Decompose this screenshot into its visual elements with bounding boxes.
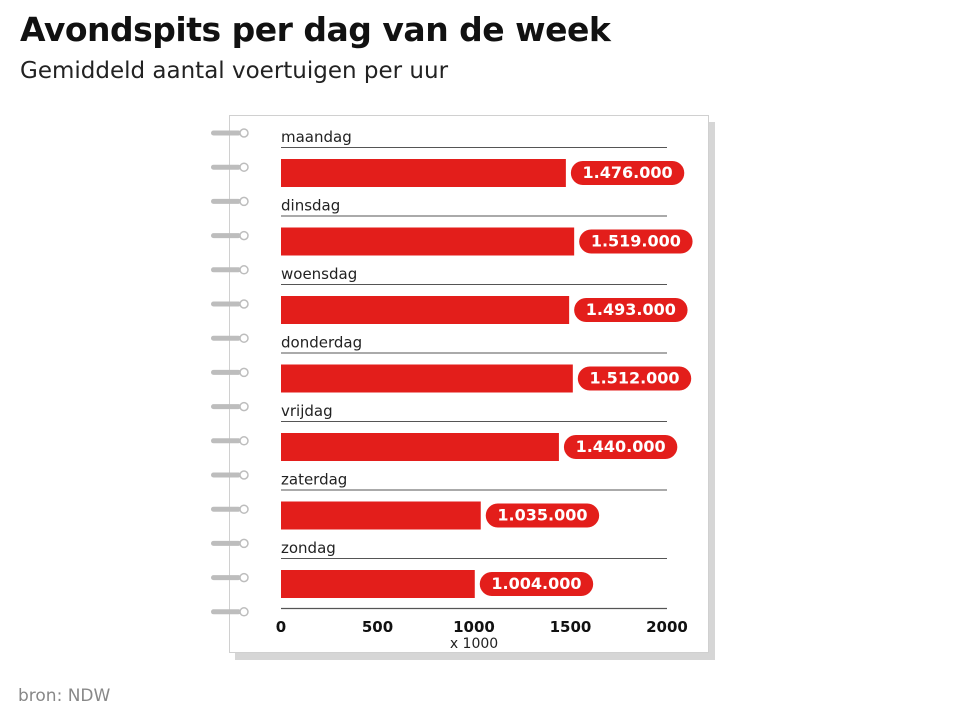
binding-hole bbox=[239, 196, 249, 207]
category-label: maandag bbox=[281, 128, 352, 146]
bar bbox=[281, 433, 559, 461]
chart-title: Avondspits per dag van de week bbox=[20, 10, 611, 49]
bar bbox=[281, 159, 566, 187]
binding-ring bbox=[211, 609, 241, 615]
bar-row: woensdag 1.493.000 bbox=[281, 265, 688, 324]
x-tick-label: 2000 bbox=[646, 618, 688, 636]
data-label: 1.493.000 bbox=[586, 300, 676, 319]
binding-ring bbox=[211, 301, 241, 307]
category-label: donderdag bbox=[281, 334, 362, 352]
binding-hole bbox=[239, 401, 249, 412]
binding-ring bbox=[211, 233, 241, 239]
binding-ring bbox=[211, 164, 241, 170]
category-label: dinsdag bbox=[281, 197, 340, 215]
category-label: vrijdag bbox=[281, 402, 333, 420]
bar bbox=[281, 501, 481, 530]
x-axis-label: x 1000 bbox=[450, 636, 498, 652]
binding-hole bbox=[239, 470, 249, 480]
binding-ring bbox=[211, 540, 241, 546]
data-label: 1.440.000 bbox=[576, 437, 666, 456]
binding-hole bbox=[239, 265, 249, 275]
data-label-bg bbox=[485, 503, 600, 528]
bar-row: zondag 1.004.000 bbox=[281, 539, 667, 598]
data-label: 1.519.000 bbox=[591, 232, 681, 251]
bar bbox=[281, 364, 573, 393]
chart-subtitle: Gemiddeld aantal voertuigen per uur bbox=[20, 58, 449, 84]
binding-ring bbox=[211, 198, 241, 204]
x-tick-label: 0 bbox=[276, 618, 286, 636]
binding-ring bbox=[211, 267, 241, 273]
data-label-bg bbox=[479, 572, 594, 596]
bar-row: dinsdag 1.519.000 bbox=[281, 197, 693, 256]
data-label-bg bbox=[579, 229, 693, 254]
bar-row: donderdag 1.512.000 bbox=[281, 334, 692, 393]
x-tick-label: 500 bbox=[362, 618, 393, 636]
binding-ring bbox=[211, 335, 241, 341]
data-label-bg bbox=[577, 366, 692, 391]
binding-hole bbox=[239, 572, 249, 583]
binding-ring bbox=[211, 506, 241, 512]
binding-ring bbox=[211, 404, 241, 410]
data-label: 1.004.000 bbox=[491, 574, 581, 593]
bar-row: maandag 1.476.000 bbox=[281, 128, 685, 187]
binding-hole bbox=[239, 436, 249, 446]
binding-ring bbox=[211, 575, 241, 581]
binding-hole bbox=[239, 504, 249, 514]
data-label-bg bbox=[570, 161, 685, 185]
category-label: zondag bbox=[281, 539, 336, 557]
bar-row: vrijdag 1.440.000 bbox=[281, 402, 678, 461]
x-tick-label: 1500 bbox=[550, 618, 592, 636]
bar bbox=[281, 570, 475, 598]
binding-hole bbox=[239, 607, 249, 617]
binding-hole bbox=[239, 299, 249, 309]
data-label-bg bbox=[563, 435, 678, 459]
binding-hole bbox=[239, 538, 249, 549]
data-label: 1.035.000 bbox=[497, 506, 587, 525]
binding-ring bbox=[211, 472, 241, 478]
category-label: woensdag bbox=[281, 265, 357, 283]
binding-hole bbox=[239, 230, 249, 241]
data-label: 1.512.000 bbox=[589, 369, 679, 388]
bar bbox=[281, 227, 575, 256]
x-axis-ticks: 0 500 1000 1500 2000 bbox=[276, 618, 688, 636]
binding-ring bbox=[211, 369, 241, 375]
spiral-binding bbox=[211, 128, 249, 617]
bar bbox=[281, 296, 570, 324]
data-label-bg bbox=[574, 298, 688, 322]
binding-hole bbox=[239, 162, 249, 172]
binding-ring bbox=[211, 438, 241, 444]
data-label: 1.476.000 bbox=[583, 163, 673, 182]
binding-hole bbox=[239, 367, 249, 378]
source-note: bron: NDW bbox=[18, 686, 111, 706]
x-tick-label: 1000 bbox=[453, 618, 495, 636]
category-label: zaterdag bbox=[281, 471, 347, 489]
binding-ring bbox=[211, 130, 241, 136]
bar-row: zaterdag 1.035.000 bbox=[281, 471, 667, 530]
binding-hole bbox=[239, 333, 249, 343]
binding-hole bbox=[239, 128, 249, 138]
